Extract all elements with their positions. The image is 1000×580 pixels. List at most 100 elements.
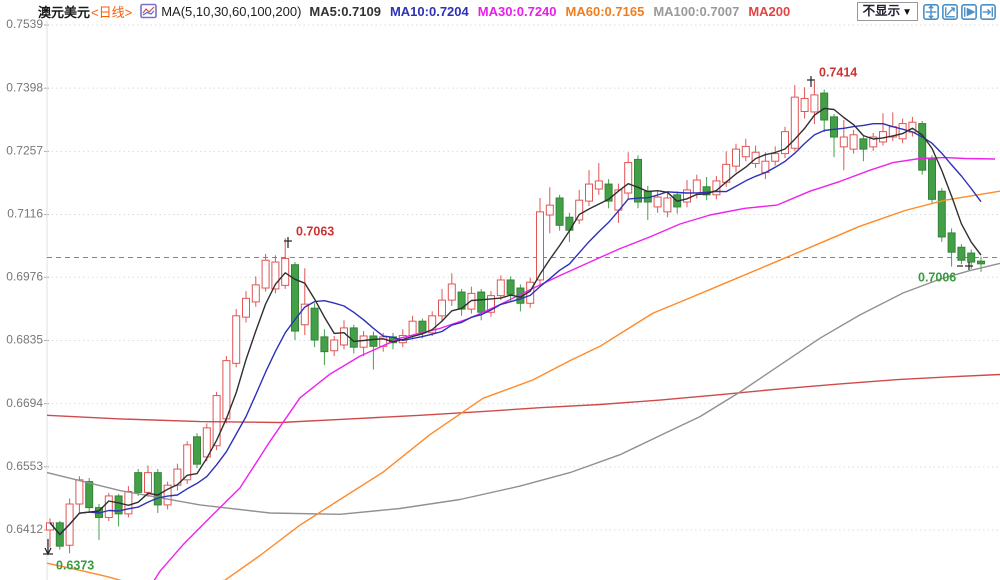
candle xyxy=(271,261,280,290)
candle xyxy=(918,123,927,171)
annotation-low: 0.6373 xyxy=(43,539,94,572)
candle xyxy=(310,307,319,341)
grid-lines xyxy=(44,20,1000,580)
ma-legend-item-ma200: MA200 xyxy=(748,3,791,19)
candle xyxy=(536,211,544,281)
candle xyxy=(114,495,123,515)
candle xyxy=(820,92,829,121)
symbol-name: 澳元美元 xyxy=(38,4,91,20)
ma-legend-item-ma60: MA60:0.7165 xyxy=(565,3,645,19)
candle xyxy=(153,472,162,506)
candle xyxy=(320,336,329,353)
candle xyxy=(810,94,819,113)
candle xyxy=(477,291,486,313)
y-axis-label: 0.6412 xyxy=(6,522,43,536)
y-axis: 0.7539 0.7398 0.7257 0.7116 0.6976 0.6835 0.66… xyxy=(6,17,43,536)
candle xyxy=(702,186,711,196)
price-annotation-high1: 0.7063 xyxy=(296,224,334,238)
y-axis-label: 0.6976 xyxy=(6,269,43,283)
candle xyxy=(555,197,564,226)
candle xyxy=(604,183,613,202)
candle xyxy=(575,199,584,221)
candle xyxy=(869,136,878,148)
candle xyxy=(849,134,858,150)
ma10-line xyxy=(49,122,982,536)
y-axis-label: 0.7257 xyxy=(6,144,43,158)
candle xyxy=(634,158,642,203)
hide-indicator-dropdown[interactable]: 不显示 ▼ xyxy=(856,2,918,21)
candle xyxy=(790,96,799,149)
candle xyxy=(222,360,231,420)
ma200-line xyxy=(46,373,1000,424)
y-axis-label: 0.6553 xyxy=(6,459,43,473)
candle xyxy=(683,189,691,203)
candle xyxy=(281,257,290,286)
candle xyxy=(967,252,976,263)
annotations-layer: 0.7063 0.7414 0.7006 0.6373 xyxy=(43,65,973,572)
price-annotation-low: 0.6373 xyxy=(56,558,94,572)
candle xyxy=(692,179,701,194)
ma60-line xyxy=(46,190,1000,580)
candle xyxy=(496,279,505,297)
candle xyxy=(506,279,515,295)
candle xyxy=(428,315,437,334)
candle xyxy=(741,145,750,158)
y-axis-label: 0.6694 xyxy=(6,396,43,410)
candle xyxy=(653,196,662,208)
candle xyxy=(418,320,427,334)
candle xyxy=(134,472,143,493)
scale-chart-icon[interactable] xyxy=(942,3,958,20)
candle xyxy=(447,283,456,301)
chart-toolbar-icons xyxy=(923,3,996,20)
ma-legend-item-ma100: MA100:0.7007 xyxy=(653,3,740,19)
candle xyxy=(300,303,309,326)
candle xyxy=(438,299,446,317)
candle xyxy=(977,260,985,265)
candle xyxy=(124,490,133,515)
candle xyxy=(830,116,838,138)
annotation-last: 0.7006 xyxy=(918,262,973,284)
annotation-high2: 0.7414 xyxy=(807,65,857,87)
candle xyxy=(242,297,250,318)
y-axis-label: 0.7539 xyxy=(6,17,43,31)
jump-latest-icon[interactable] xyxy=(980,3,996,20)
candle xyxy=(585,183,593,202)
candle xyxy=(545,204,554,216)
candle xyxy=(663,197,672,213)
candle xyxy=(800,97,809,112)
candle xyxy=(408,320,417,337)
candle xyxy=(340,327,348,346)
y-axis-label: 0.7398 xyxy=(6,80,43,94)
candle xyxy=(732,148,740,167)
candle xyxy=(859,138,868,150)
candle xyxy=(193,436,201,465)
candle xyxy=(594,180,603,190)
price-annotation-high2: 0.7414 xyxy=(819,65,857,79)
candle xyxy=(771,153,780,162)
indicator-chart-icon[interactable] xyxy=(140,3,158,19)
move-cross-icon[interactable] xyxy=(923,3,939,20)
candle xyxy=(291,264,299,332)
ma5-line xyxy=(49,107,982,536)
hide-indicator-label: 不显示 xyxy=(862,4,901,18)
candle xyxy=(839,136,848,148)
chart-header: 澳元美元 <日线> MA(5,10,30,60,100,200) MA5:0.7… xyxy=(0,0,1000,22)
candle xyxy=(947,232,956,253)
ma-legend-item-ma30: MA30:0.7240 xyxy=(477,3,557,19)
candle xyxy=(937,190,946,238)
y-axis-label: 0.7116 xyxy=(7,207,43,221)
candle xyxy=(212,395,221,447)
ma-formula-label: MA(5,10,30,60,100,200) xyxy=(161,3,302,19)
ma-legend: MA5:0.7109 MA10:0.7204 MA30:0.7240 MA60:0.7… xyxy=(309,4,790,19)
candle xyxy=(781,131,789,155)
dropdown-arrow-icon: ▼ xyxy=(902,7,912,18)
period-label: <日线> xyxy=(91,4,133,20)
candle xyxy=(349,327,358,348)
ma-legend-item-ma5: MA5:0.7109 xyxy=(309,3,381,19)
candle xyxy=(104,495,113,518)
candle xyxy=(330,339,339,352)
play-chart-icon[interactable] xyxy=(961,3,977,20)
candle xyxy=(957,246,966,261)
